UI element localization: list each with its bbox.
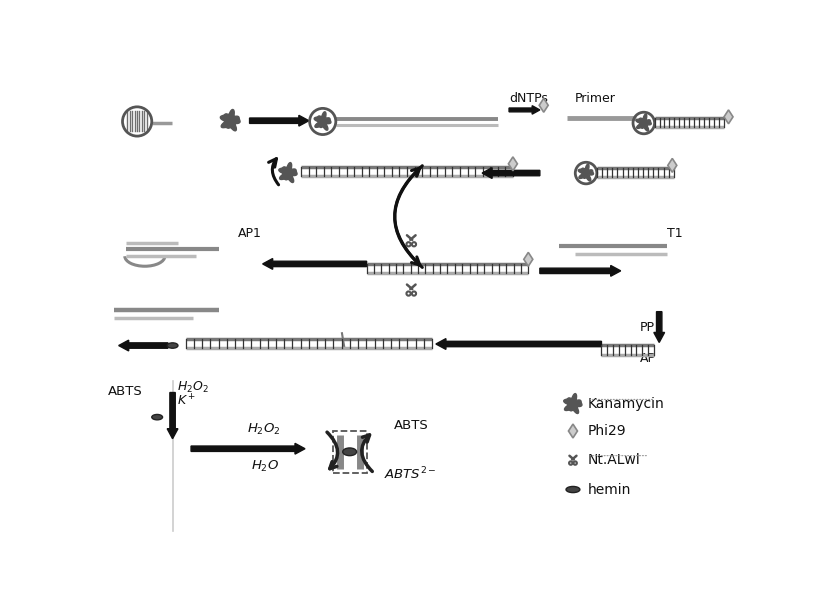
Text: Nt.ALwl: Nt.ALwl [588,454,640,468]
Text: $H_2O_2$: $H_2O_2$ [178,380,209,395]
Polygon shape [509,106,540,114]
Text: T1: T1 [667,227,682,240]
Polygon shape [191,443,305,454]
Polygon shape [263,258,367,269]
Text: AP1: AP1 [238,227,262,240]
Text: dNTPs: dNTPs [509,92,548,105]
Text: $ABTS^{2-}$: $ABTS^{2-}$ [384,466,436,483]
Polygon shape [250,116,309,126]
Text: Primer: Primer [575,92,616,105]
Polygon shape [667,159,677,172]
Text: ABTS: ABTS [108,385,143,398]
Polygon shape [636,114,651,131]
Text: $H_2O$: $H_2O$ [251,458,279,474]
Ellipse shape [566,486,580,492]
Ellipse shape [152,415,163,420]
Text: Kanamycin: Kanamycin [588,397,664,411]
Ellipse shape [343,448,357,455]
Polygon shape [508,157,517,171]
Polygon shape [220,109,240,131]
Polygon shape [524,252,533,266]
Text: $K^+$: $K^+$ [178,393,196,409]
Text: PP: PP [640,321,655,334]
Polygon shape [724,110,733,124]
Ellipse shape [167,343,178,348]
Polygon shape [167,393,178,439]
Polygon shape [569,424,578,438]
Polygon shape [653,312,665,342]
Polygon shape [579,164,593,181]
Polygon shape [540,266,621,276]
Text: AP: AP [640,351,656,365]
Polygon shape [483,168,540,179]
Polygon shape [564,393,582,413]
Polygon shape [314,112,331,130]
Text: ABTS: ABTS [394,419,428,432]
Polygon shape [279,162,297,182]
Text: Phi29: Phi29 [588,424,626,438]
Polygon shape [539,98,548,112]
Text: hemin: hemin [588,483,631,497]
Polygon shape [118,340,168,351]
Polygon shape [436,339,602,350]
Bar [333,431,367,474]
Text: $H_2O_2$: $H_2O_2$ [247,423,281,437]
